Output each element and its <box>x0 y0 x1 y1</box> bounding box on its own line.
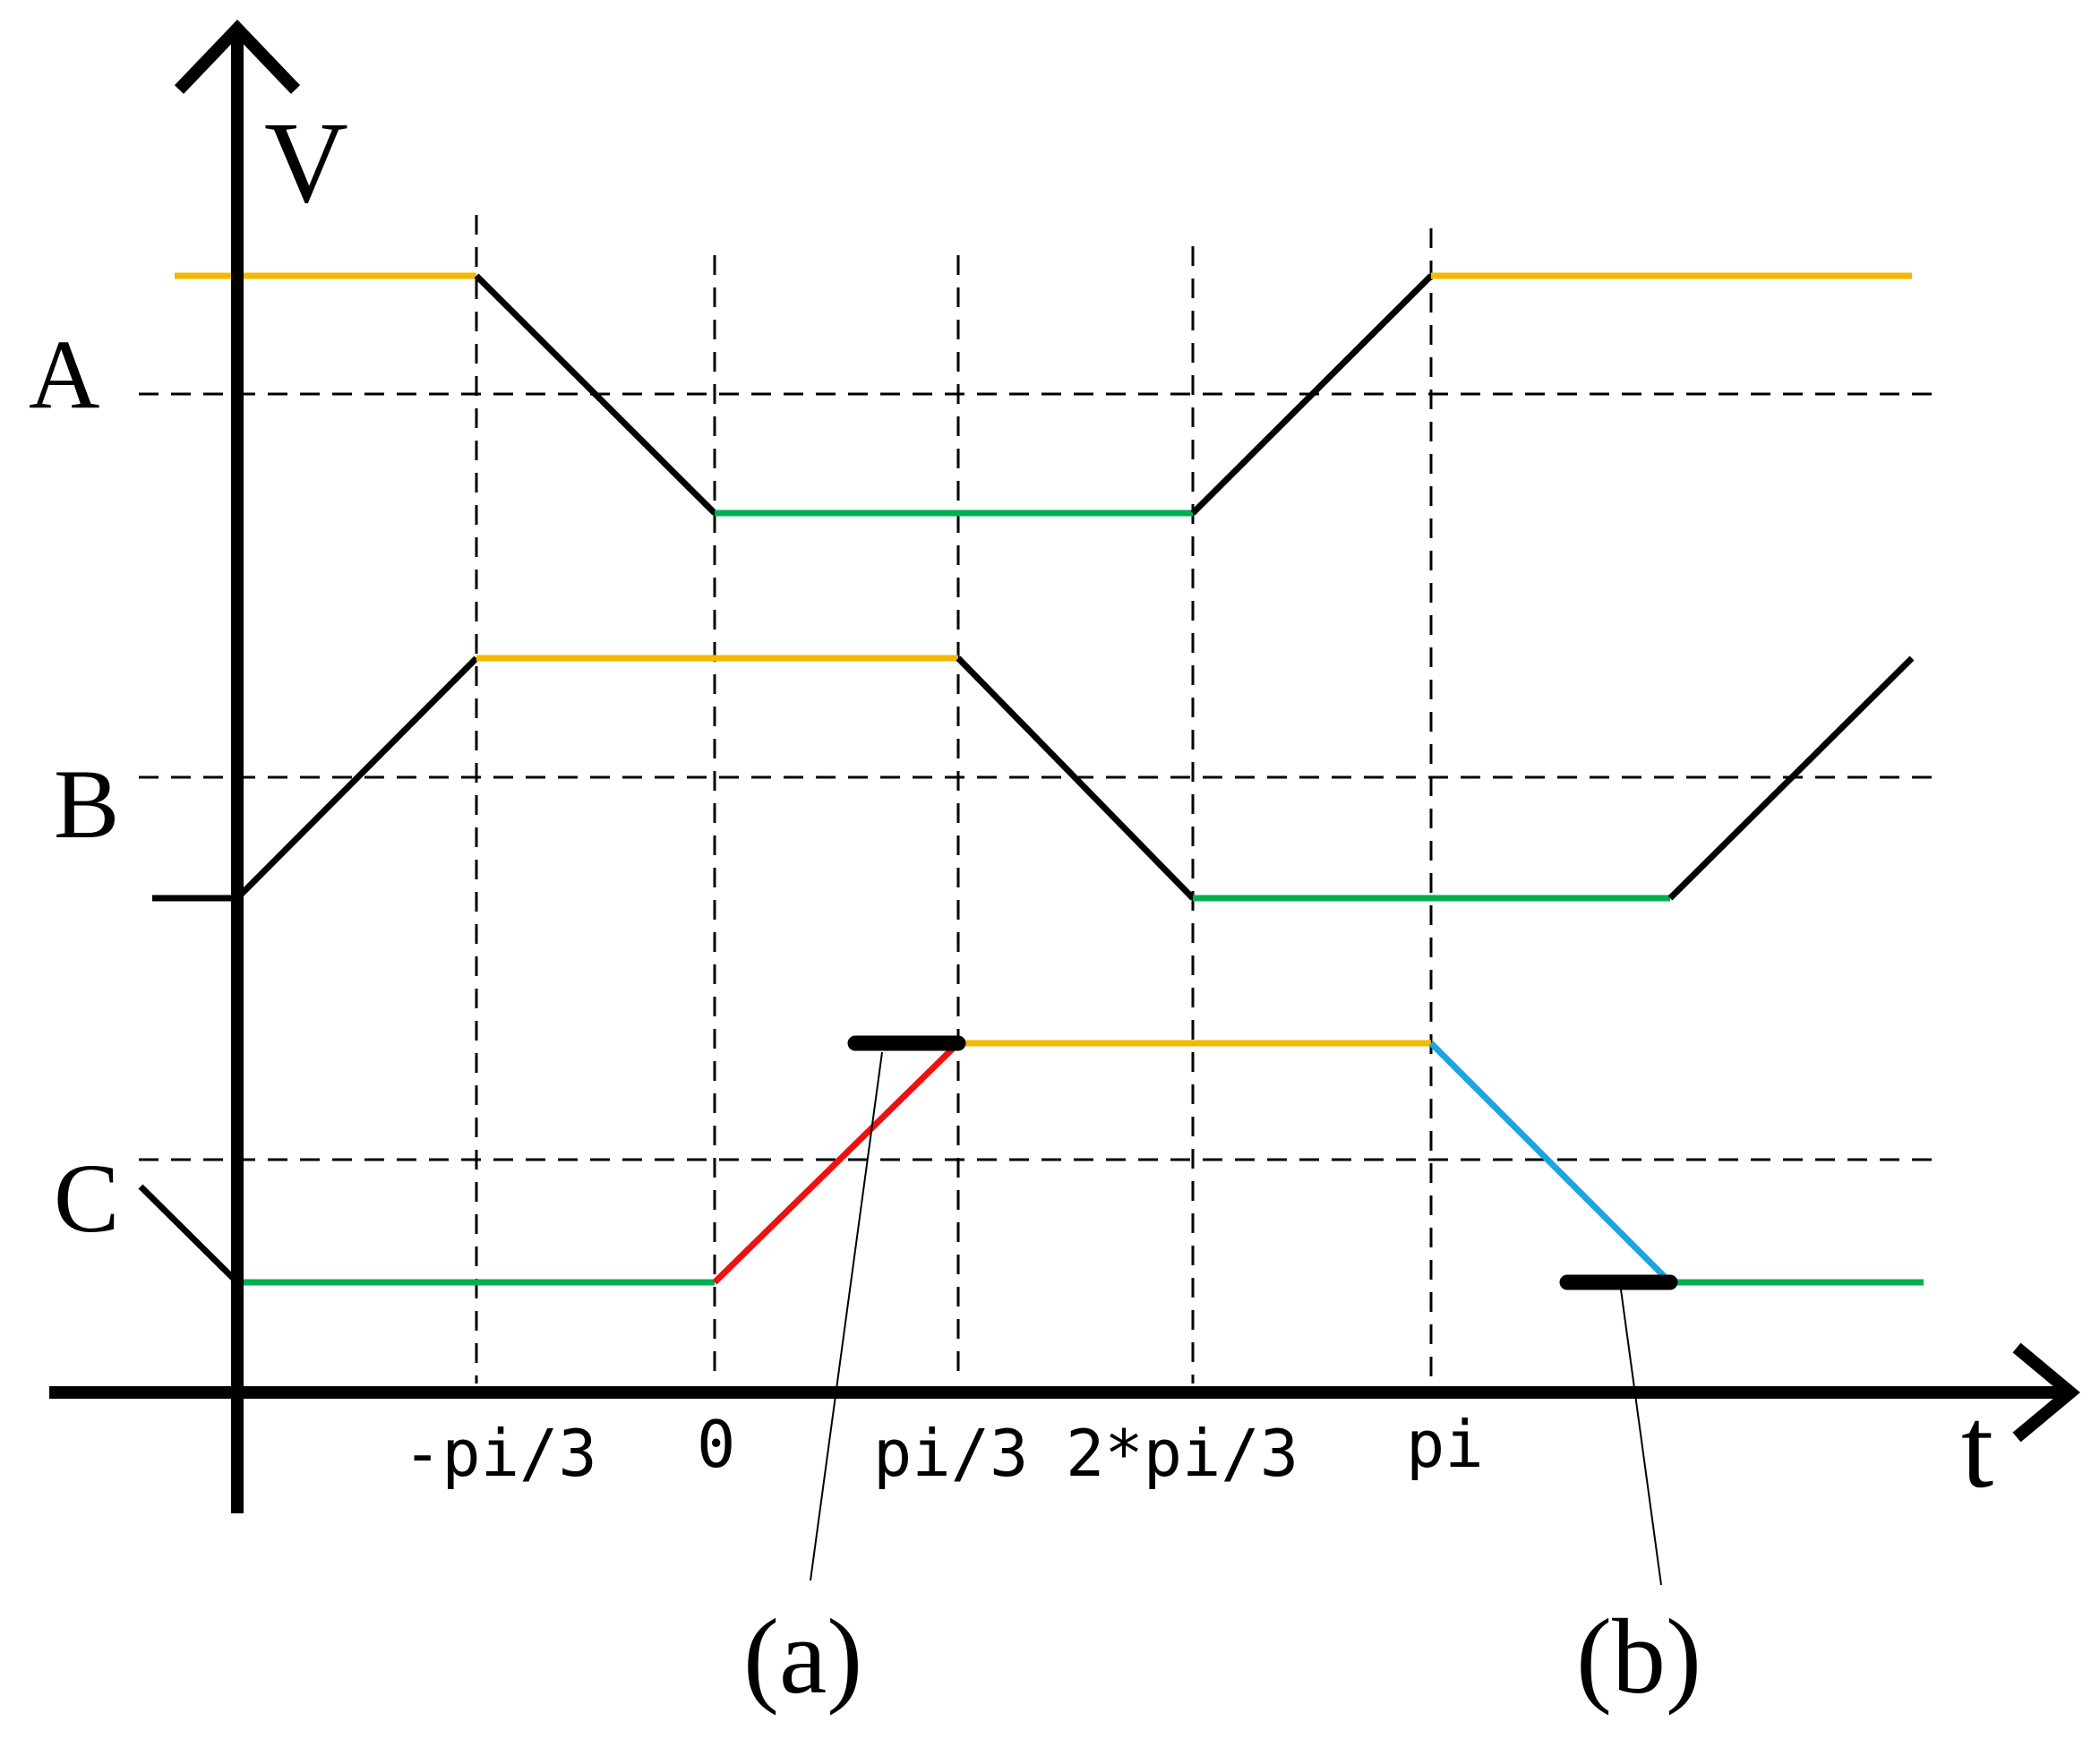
signal-c-rising-edge-highlight <box>712 1041 961 1285</box>
signal-label-a: A <box>29 320 99 429</box>
leader-line-b <box>1620 1289 1662 1586</box>
tick-label-neg-pi-3: -pi/3 <box>403 1416 597 1491</box>
annotation-label-a: (a) <box>743 1597 862 1716</box>
signal-b-rising-edge <box>235 655 479 901</box>
signal-b-trace <box>152 655 1915 902</box>
signal-c-trace <box>138 1040 1924 1286</box>
signal-a-falling-edge <box>474 273 717 516</box>
x-axis-arrowhead <box>2012 1342 2080 1443</box>
annotation-label-b: (b) <box>1576 1597 1701 1716</box>
signal-a-trace <box>175 272 1912 517</box>
axes <box>49 19 2080 1513</box>
signal-c-falling-stub <box>138 1184 240 1285</box>
signal-label-c: C <box>54 1144 119 1253</box>
x-axis-label: t <box>1961 1383 1993 1512</box>
annotation-markers <box>810 1035 1678 1586</box>
signal-b-rising-edge-2 <box>1667 655 1915 901</box>
leader-line-a <box>810 1051 883 1581</box>
signal-label-b: B <box>54 750 119 859</box>
y-axis-label: V <box>264 99 348 227</box>
time-markers <box>475 215 1433 1383</box>
y-axis-arrowhead <box>174 19 301 94</box>
tick-labels: -pi/3 0 pi/3 2*pi/3 pi <box>403 1407 1484 1491</box>
signal-c-falling-edge-highlight <box>1428 1041 1673 1285</box>
tick-label-2pi-3: 2*pi/3 <box>1066 1416 1299 1491</box>
signal-b-falling-edge <box>956 655 1196 901</box>
tick-label-pi-3: pi/3 <box>873 1416 1028 1491</box>
reference-lines <box>139 392 1943 1161</box>
signal-a-rising-edge <box>1190 273 1434 516</box>
tick-label-0: 0 <box>697 1407 735 1482</box>
tick-label-pi: pi <box>1406 1407 1484 1482</box>
